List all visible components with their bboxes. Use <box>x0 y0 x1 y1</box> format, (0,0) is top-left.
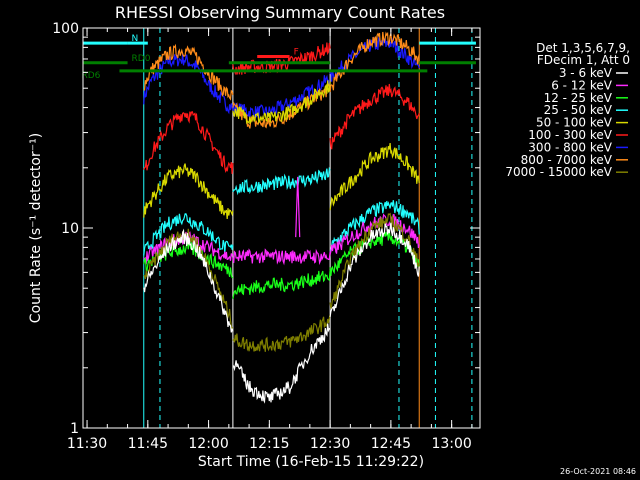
series-ch_50_100-segment-1 <box>329 143 420 211</box>
y-tick-label-0: 1 <box>70 421 79 437</box>
flag-label-n: N <box>132 34 139 44</box>
legend-label-1: 6 - 12 keV <box>551 78 613 92</box>
x-tick-label-4: 12:30 <box>310 436 350 452</box>
x-axis-title: Start Time (16-Feb-15 11:29:22) <box>198 454 424 470</box>
legend: Det 1,3,5,6,7,9, FDecim 1, Att 0 3 - 6 k… <box>505 41 630 179</box>
legend-label-7: 800 - 7000 keV <box>521 153 613 167</box>
timestamp: 26-Oct-2021 08:46 <box>560 467 636 476</box>
y-tick-label-2: 100 <box>52 21 79 37</box>
legend-label-3: 25 - 50 keV <box>544 103 613 117</box>
x-tick-label-1: 11:45 <box>128 436 168 452</box>
flag-label-rd0: RD0 <box>132 54 151 64</box>
series-ch_3_6-segment-1 <box>232 323 331 404</box>
series-ch_12_25-segment-1 <box>232 269 331 299</box>
legend-label-4: 50 - 100 keV <box>536 116 613 130</box>
x-tick-label-3: 12:15 <box>249 436 289 452</box>
series-ch_800_7000-segment-0 <box>143 43 234 101</box>
series-ch_800_7000-segment-2 <box>329 31 420 93</box>
y-tick-label-1: 10 <box>61 221 79 237</box>
series-ch_50_100-segment-0 <box>143 163 234 220</box>
legend-label-2: 12 - 25 keV <box>544 91 613 105</box>
chart-title: RHESSI Observing Summary Count Rates <box>115 3 445 22</box>
series-ch_3_6-segment-2 <box>329 222 420 318</box>
legend-label-0: 3 - 6 keV <box>559 66 613 80</box>
x-tick-label-2: 12:00 <box>188 436 228 452</box>
legend-header-line-1: Det 1,3,5,6,7,9, <box>536 41 630 55</box>
series-ch_100_300-segment-2 <box>329 83 420 150</box>
flag-label-f: F <box>294 48 299 58</box>
series-ch_3_6-segment-0 <box>143 228 234 333</box>
flag-label-rd6: RD6 <box>81 71 100 81</box>
series-ch_7000_15000-segment-1 <box>232 314 331 353</box>
y-axis-title: Count Rate (s⁻¹ detector⁻¹) <box>28 133 44 323</box>
x-tick-label-6: 13:00 <box>431 436 471 452</box>
legend-label-6: 300 - 800 keV <box>528 140 612 154</box>
series-ch_6_12-segment-1 <box>232 248 331 266</box>
legend-label-8: 7000 - 15000 keV <box>505 165 612 179</box>
series-ch_25_50-segment-0 <box>143 213 234 256</box>
plot-marks: N RD0 RD6 F <box>81 28 476 428</box>
series-spike <box>295 176 301 238</box>
x-tick-label-0: 11:30 <box>67 436 107 452</box>
series-ch_100_300-segment-0 <box>143 111 234 174</box>
series-ch_50_100-segment-0 <box>232 80 331 125</box>
legend-label-5: 100 - 300 keV <box>528 128 612 142</box>
series-ch_25_50-segment-1 <box>232 166 331 196</box>
series-ch_6_12-segment-2 <box>329 213 420 255</box>
series-ch_25_50-segment-2 <box>329 200 420 253</box>
axes: 11:30 11:45 12:00 12:15 12:30 12:45 13:00 1 10 10… <box>52 21 480 452</box>
legend-header-line-2: FDecim 1, Att 0 <box>537 53 630 67</box>
series-ch_7000_15000-segment-2 <box>329 212 420 309</box>
x-tick-label-5: 12:45 <box>371 436 411 452</box>
